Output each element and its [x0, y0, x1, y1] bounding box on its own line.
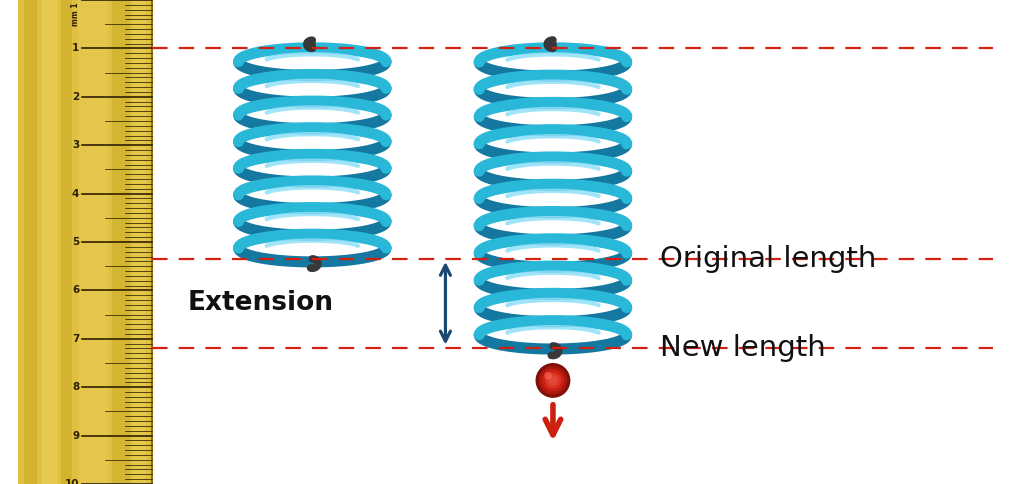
- Text: 9: 9: [73, 431, 79, 440]
- Text: 3: 3: [72, 140, 79, 150]
- Text: 7: 7: [72, 334, 79, 344]
- Bar: [42, 0, 58, 484]
- Bar: [112, 0, 130, 484]
- Text: 10: 10: [65, 479, 79, 484]
- Text: 2: 2: [72, 92, 79, 102]
- Bar: [24, 0, 37, 484]
- Text: 4: 4: [72, 189, 79, 198]
- Circle shape: [545, 372, 561, 389]
- Text: 5: 5: [72, 237, 79, 247]
- Text: Extension: Extension: [188, 290, 334, 316]
- Circle shape: [536, 363, 570, 398]
- Circle shape: [544, 372, 552, 379]
- Circle shape: [548, 376, 558, 385]
- Text: 8: 8: [72, 382, 79, 392]
- Bar: [133, 0, 146, 484]
- Bar: [61, 0, 72, 484]
- Circle shape: [539, 366, 567, 395]
- Text: 6: 6: [72, 286, 79, 295]
- Bar: [78, 0, 108, 484]
- Text: New length: New length: [660, 333, 826, 362]
- Text: Original length: Original length: [660, 245, 877, 273]
- Text: mm 1: mm 1: [72, 2, 80, 26]
- Circle shape: [542, 369, 564, 392]
- Bar: [18, 0, 152, 484]
- Text: 1: 1: [72, 44, 79, 53]
